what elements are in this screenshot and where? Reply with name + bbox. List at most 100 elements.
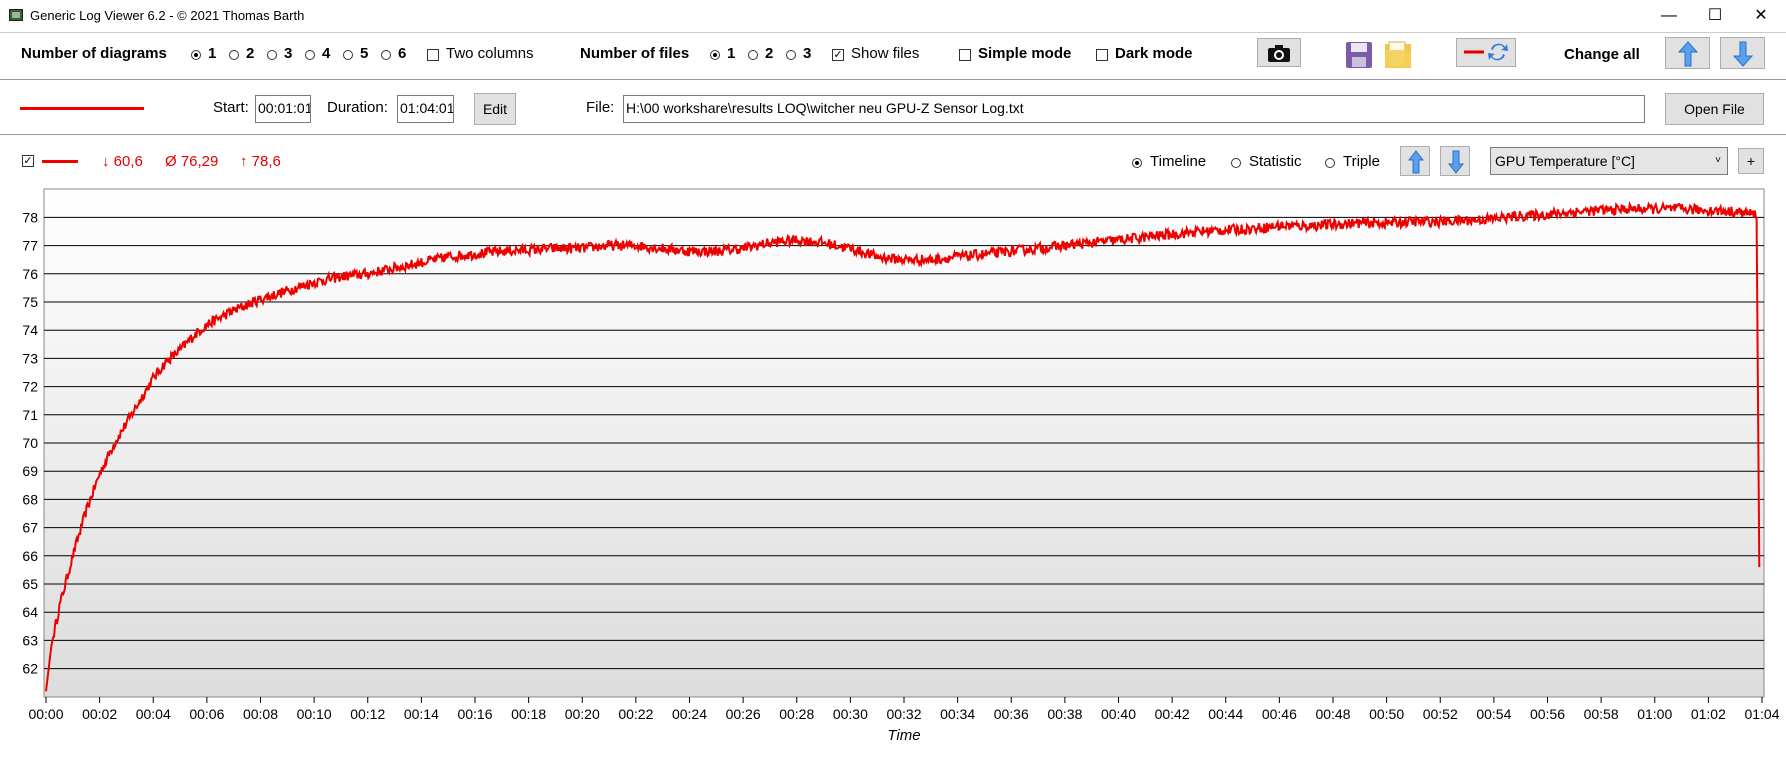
diagram-radio-3[interactable] (267, 50, 277, 60)
x-tick-label: 01:02 (1691, 706, 1726, 722)
y-tick-label: 63 (22, 632, 38, 648)
file-path-input[interactable]: H:\00 workshare\results LOQ\witcher neu … (623, 95, 1645, 123)
folder-icon (1385, 41, 1411, 68)
diagram-radio-2[interactable] (229, 50, 239, 60)
close-button[interactable]: ✕ (1754, 7, 1768, 24)
x-tick-label: 00:06 (189, 706, 224, 722)
mode-radio-statistic[interactable] (1231, 158, 1241, 168)
dark-mode-checkbox[interactable] (1096, 49, 1108, 61)
simple-mode-checkbox[interactable] (959, 49, 971, 61)
y-tick-label: 76 (22, 266, 38, 282)
series-line-gpu-temperature (45, 200, 1761, 692)
file-option-2: 2 (765, 45, 774, 62)
x-tick-label: 00:20 (565, 706, 600, 722)
window-title: Generic Log Viewer 6.2 - © 2021 Thomas B… (30, 8, 305, 23)
y-tick-label: 75 (22, 294, 38, 310)
mode-label-triple: Triple (1343, 153, 1380, 170)
x-tick-label: 00:04 (136, 706, 171, 722)
diagram-option-6: 6 (398, 45, 407, 62)
open-folder-button[interactable] (1383, 40, 1413, 70)
two-columns-label: Two columns (446, 45, 534, 62)
file-radio-3[interactable] (786, 50, 796, 60)
screenshot-button[interactable] (1257, 38, 1301, 67)
y-tick-label: 67 (22, 520, 38, 536)
diagram-option-1: 1 (208, 45, 217, 62)
mode-label-statistic: Statistic (1249, 153, 1302, 170)
diagram-option-3: 3 (284, 45, 293, 62)
mode-label-timeline: Timeline (1150, 153, 1207, 170)
y-tick-label: 73 (22, 350, 38, 366)
x-tick-label: 00:44 (1208, 706, 1243, 722)
file-label: File: (586, 99, 615, 116)
duration-input[interactable]: 01:04:01 (397, 95, 454, 123)
y-tick-label: 66 (22, 548, 38, 564)
x-tick-label: 00:02 (82, 706, 117, 722)
diagram-option-4: 4 (322, 45, 331, 62)
arrow-down-icon (1447, 150, 1465, 174)
y-tick-label: 68 (22, 491, 38, 507)
x-tick-label: 00:34 (940, 706, 975, 722)
start-label: Start: (213, 99, 249, 116)
x-tick-label: 00:38 (1047, 706, 1082, 722)
camera-icon (1268, 45, 1290, 62)
edit-button[interactable]: Edit (474, 93, 516, 125)
app-icon (9, 9, 23, 21)
change-all-label: Change all (1564, 46, 1640, 63)
diagram-radio-6[interactable] (381, 50, 391, 60)
add-diagram-button[interactable]: + (1738, 148, 1764, 174)
x-tick-label: 01:00 (1637, 706, 1672, 722)
diagram-radio-4[interactable] (305, 50, 315, 60)
y-tick-label: 72 (22, 379, 38, 395)
y-tick-label: 69 (22, 463, 38, 479)
y-tick-label: 65 (22, 576, 38, 592)
save-button[interactable] (1345, 41, 1373, 69)
open-file-button[interactable]: Open File (1665, 93, 1764, 125)
maximize-button[interactable]: ☐ (1707, 7, 1723, 24)
series-visible-checkbox[interactable]: ✓ (22, 155, 34, 167)
x-tick-label: 00:54 (1476, 706, 1511, 722)
x-tick-label: 00:42 (1155, 706, 1190, 722)
file-option-3: 3 (803, 45, 812, 62)
diagram-move-down-button[interactable] (1440, 146, 1470, 176)
x-tick-label: 00:10 (297, 706, 332, 722)
x-tick-label: 00:58 (1584, 706, 1619, 722)
x-tick-label: 00:40 (1101, 706, 1136, 722)
line-color-swatch[interactable] (20, 107, 144, 110)
title-bar: Generic Log Viewer 6.2 - © 2021 Thomas B… (0, 0, 1786, 31)
x-tick-label: 00:08 (243, 706, 278, 722)
main-toolbar: Number of diagrams 1 2 3 4 5 6 Two colum… (0, 32, 1786, 80)
mode-radio-triple[interactable] (1325, 158, 1335, 168)
sensor-select[interactable]: GPU Temperature [°C] ˅ (1490, 147, 1728, 175)
x-tick-label: 00:30 (833, 706, 868, 722)
diagram-radio-1[interactable] (191, 50, 201, 60)
show-files-label: Show files (851, 45, 920, 62)
x-tick-label: 00:56 (1530, 706, 1565, 722)
minimize-button[interactable]: — (1661, 7, 1677, 24)
arrow-up-icon (1677, 41, 1699, 67)
file-radio-2[interactable] (748, 50, 758, 60)
min-value: ↓ 60,6 (102, 153, 143, 170)
save-icon (1346, 42, 1372, 68)
two-columns-checkbox[interactable] (427, 49, 439, 61)
mode-radio-timeline[interactable] (1132, 158, 1142, 168)
diagrams-label: Number of diagrams (21, 45, 167, 62)
start-input[interactable]: 00:01:01 (255, 95, 311, 123)
diagram-move-up-button[interactable] (1400, 146, 1430, 176)
x-tick-label: 00:14 (404, 706, 439, 722)
timeline-chart: 62 63 64 65 66 67 68 69 70 71 72 73 74 75 76 77 78 00:00… (22, 188, 1780, 744)
x-tick-label: 00:22 (618, 706, 653, 722)
color-swap-button[interactable] (1456, 38, 1516, 67)
file-radio-1[interactable] (710, 50, 720, 60)
x-tick-label: 00:32 (886, 706, 921, 722)
diagram-radio-5[interactable] (343, 50, 353, 60)
x-tick-label: 01:04 (1744, 706, 1779, 722)
files-label: Number of files (580, 45, 690, 62)
y-tick-label: 77 (22, 238, 38, 254)
series-line-swatch (42, 160, 78, 163)
x-tick-label: 00:26 (726, 706, 761, 722)
move-down-all-button[interactable] (1720, 37, 1765, 69)
show-files-checkbox[interactable]: ✓ (832, 49, 844, 61)
duration-label: Duration: (327, 99, 388, 116)
file-option-1: 1 (727, 45, 736, 62)
move-up-all-button[interactable] (1665, 37, 1710, 69)
